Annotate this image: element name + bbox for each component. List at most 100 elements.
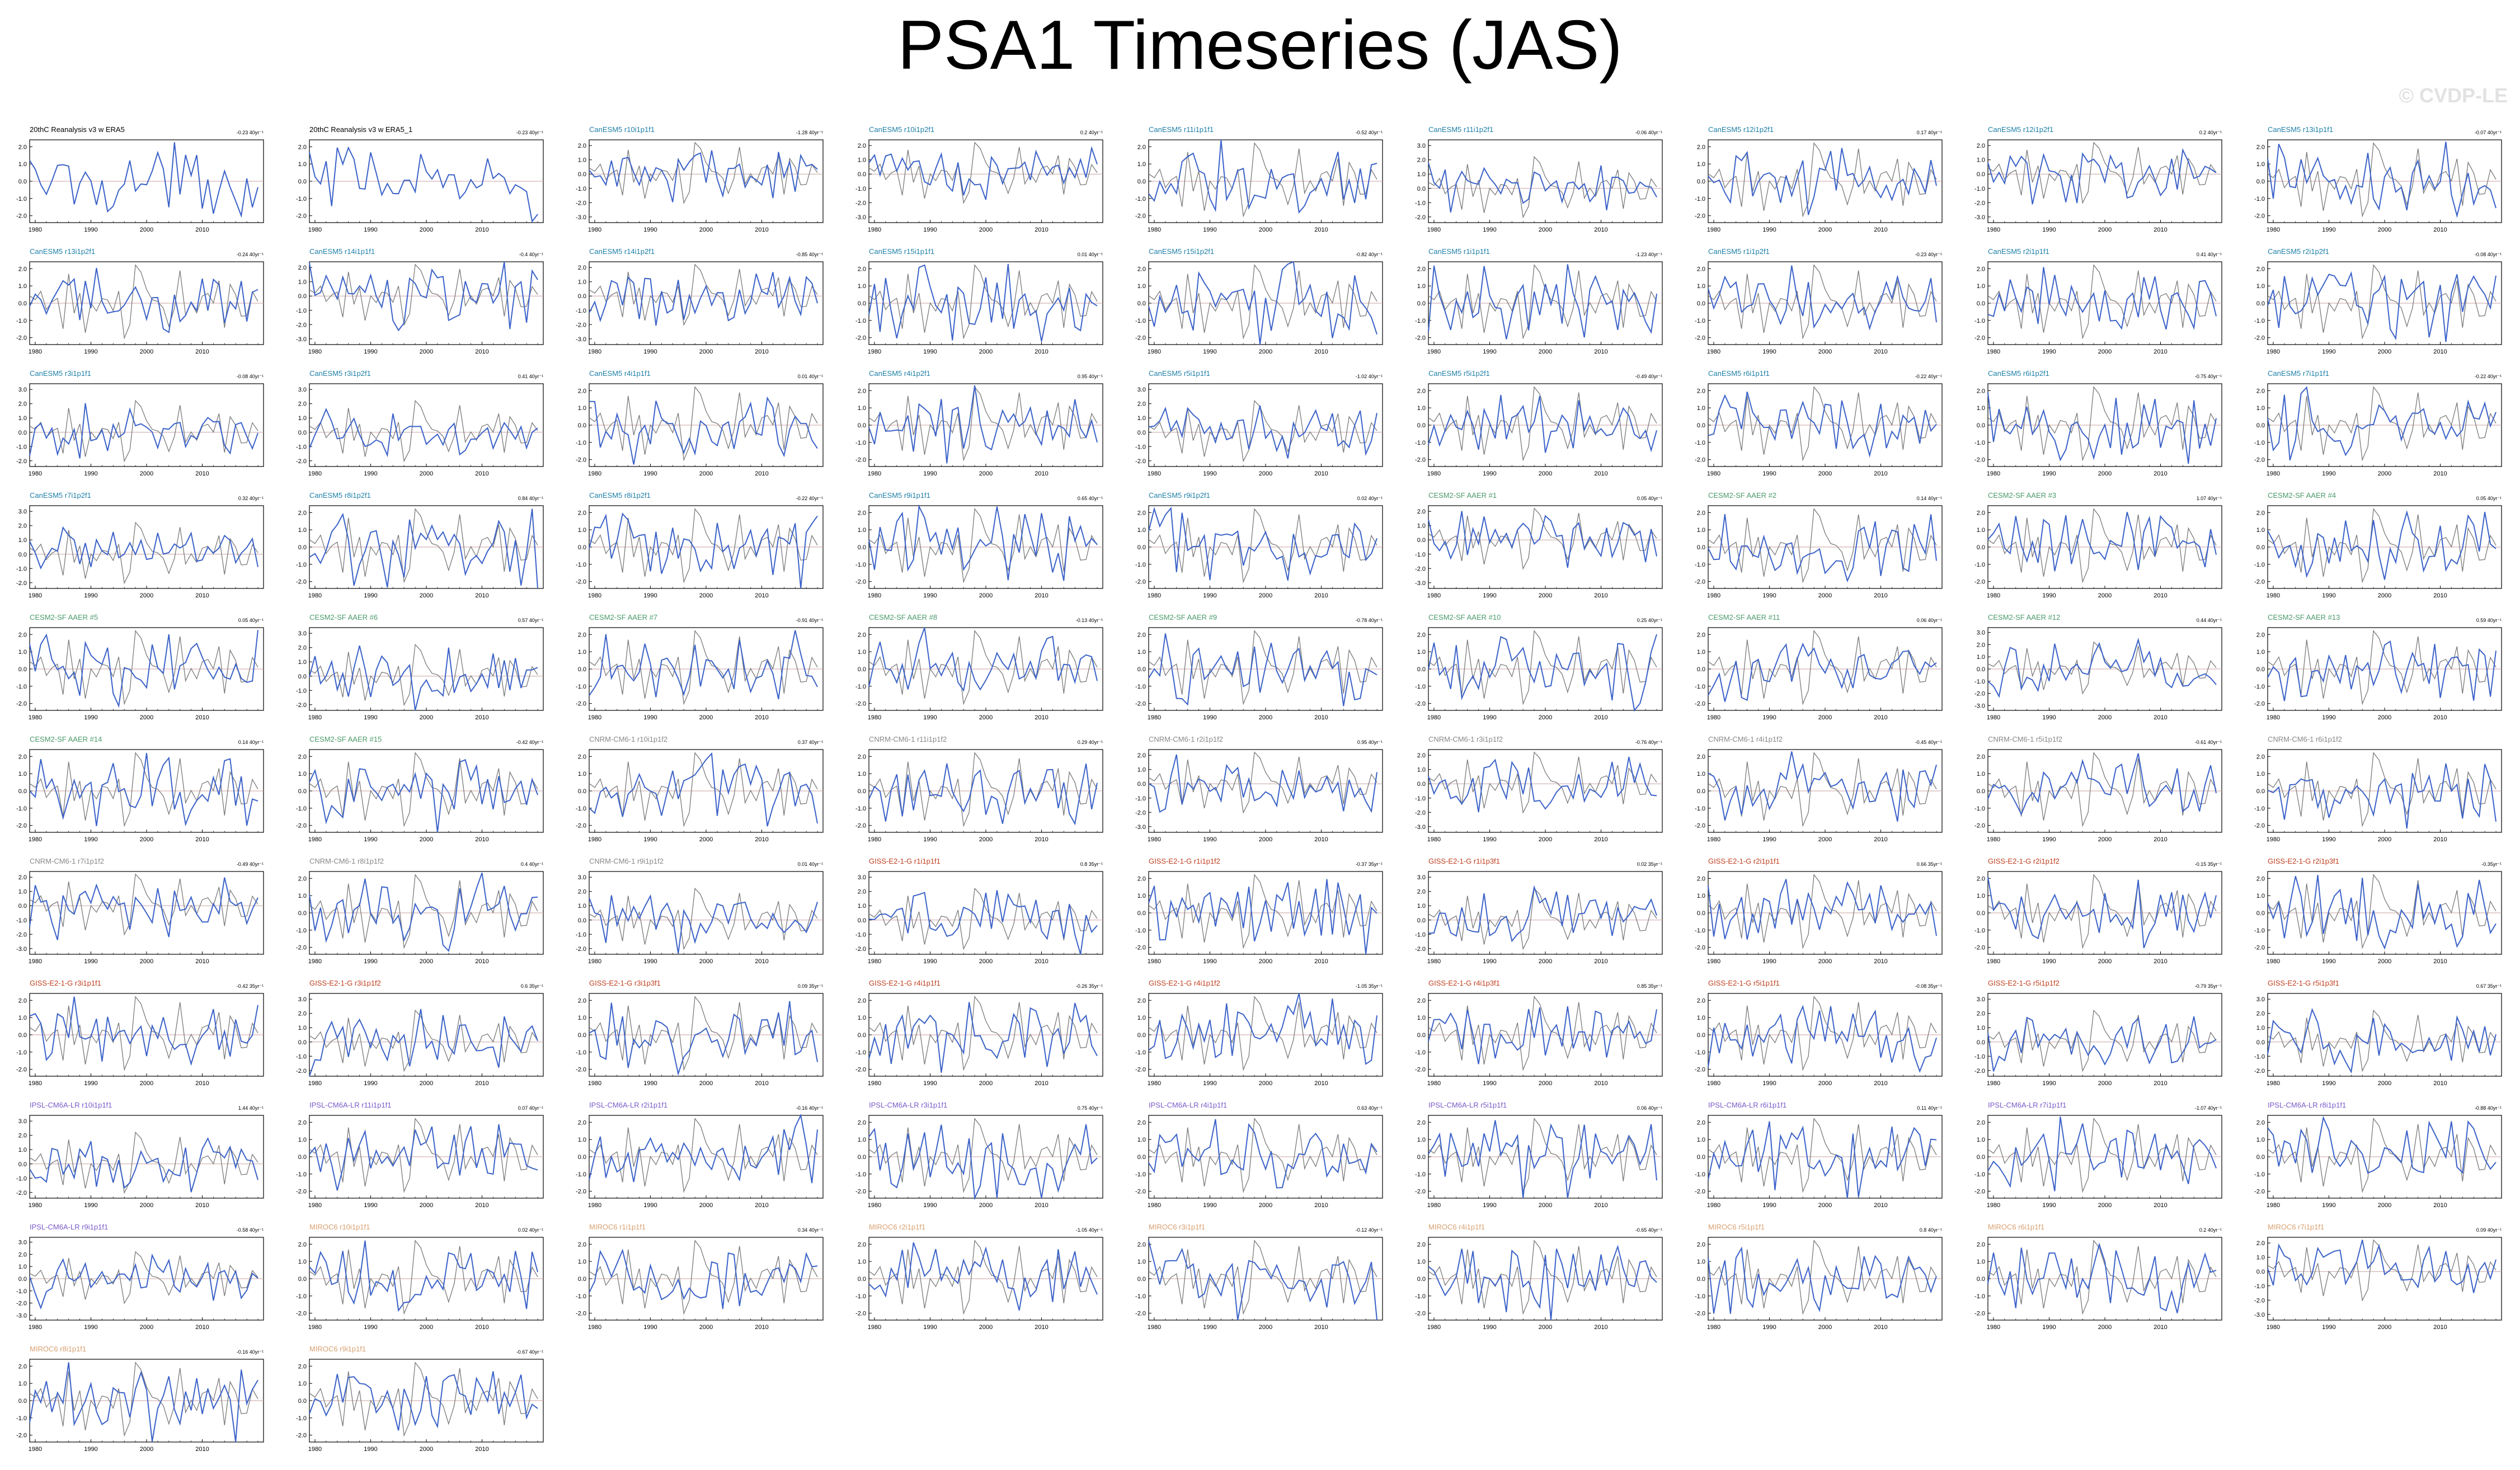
y-tick-label: 1.0 [1697,649,1705,656]
x-tick-label: 2000 [140,348,153,355]
panel-trend-label: -0.67 40yr⁻¹ [516,1349,543,1355]
y-tick-label: -2.0 [2254,701,2265,708]
y-tick-label: 2.0 [2256,1119,2265,1126]
x-tick-label: 1980 [588,470,601,477]
panel-title: GISS-E2-1-G r1i1p1f1 [869,857,941,865]
panel-title: CanESM5 r1i1p1f1 [1428,247,1490,256]
x-tick-label: 2000 [1259,592,1272,599]
y-tick-label: 3.0 [18,508,27,515]
y-tick-label: 2.0 [858,266,866,272]
x-tick-label: 2010 [1874,714,1887,721]
y-tick-label: -2.0 [1135,579,1146,586]
obs-series-line [589,386,818,461]
x-tick-label: 1990 [84,1446,97,1453]
obs-series-line [1708,874,1937,949]
obs-series-line [868,1240,1098,1315]
y-tick-label: -2.0 [2254,1068,2265,1075]
x-tick-label: 2010 [1314,714,1328,721]
obs-series-line [1428,507,1657,570]
plot-frame [309,383,544,467]
y-tick-label: -1.0 [2254,805,2265,812]
y-tick-label: -1.0 [1135,1171,1146,1178]
x-tick-label: 2010 [2154,592,2167,599]
x-tick-label: 2010 [195,470,209,477]
panel-trend-label: 0.02 40yr⁻¹ [518,1227,543,1233]
series-line [29,526,258,570]
y-tick-label: -1.0 [16,917,27,924]
obs-series-line [29,630,258,705]
y-tick-label: -2.0 [1695,945,1705,951]
y-tick-label: 1.0 [2256,893,2265,899]
x-tick-label: 1980 [1148,470,1161,477]
x-tick-label: 1980 [29,470,42,477]
plot-frame [1428,139,1663,223]
y-tick-label: -2.0 [2254,1297,2265,1304]
panel-89: MIROC6 r6i1p1f1 0.2 40yr⁻¹ 2.0 1.0 0.0 -1.0 -2… [1974,1223,2222,1331]
panel-trend-label: 0.57 40yr⁻¹ [518,618,543,623]
series-line [2267,763,2497,829]
x-tick-label: 2010 [2433,836,2447,843]
x-tick-label: 1990 [84,470,97,477]
panel-title: CESM2-SF AAER #15 [309,735,382,743]
y-tick-label: -2.0 [296,945,307,951]
panel-title: CanESM5 r14i1p1f1 [309,247,375,256]
series-line [29,1362,258,1443]
x-tick-label: 2000 [2378,592,2391,599]
x-tick-label: 2010 [1314,1324,1328,1331]
page-title: PSA1 Timeseries (JAS) [897,7,1623,84]
panel-1: 20thC Reanalysis v3 w ERA5 -0.23 40yr⁻¹ 2.… [16,125,264,233]
series-line [2267,142,2497,218]
panel-trend-label: 0.95 40yr⁻¹ [1357,739,1383,745]
x-tick-label: 2000 [1539,958,1552,965]
panel-trend-label: 0.44 40yr⁻¹ [2197,618,2222,623]
x-tick-label: 2000 [2378,227,2391,233]
x-tick-label: 1990 [643,227,657,233]
series-line [1148,139,1377,214]
obs-series-line [2267,264,2497,340]
obs-series-line [1708,264,1937,340]
y-tick-label: -2.0 [1974,579,1985,586]
x-tick-label: 2000 [979,1202,993,1209]
obs-series-line [2267,508,2497,583]
y-tick-label: 1.0 [298,1381,307,1387]
y-tick-label: 1.0 [2256,1137,2265,1143]
series-line [868,1242,1098,1311]
y-tick-label: 1.0 [1697,527,1705,534]
panel-trend-label: -0.13 40yr⁻¹ [1076,618,1103,623]
y-tick-label: 1.0 [1697,1259,1705,1265]
y-tick-label: -1.0 [576,1171,586,1178]
x-tick-label: 2000 [699,592,713,599]
y-tick-label: 2.0 [578,265,586,271]
x-tick-label: 2000 [2378,958,2391,965]
y-tick-label: -2.0 [16,1190,27,1196]
x-tick-label: 2010 [755,1080,768,1087]
obs-series-line [1708,386,1937,461]
y-tick-label: -1.0 [1415,318,1426,324]
panel-trend-label: 0.32 40yr⁻¹ [238,496,264,501]
y-tick-label: 2.0 [858,388,866,394]
x-tick-label: 1990 [2322,1202,2335,1209]
y-tick-label: 1.0 [1977,157,1985,164]
panel-10: CanESM5 r13i1p2f1 -0.24 40yr⁻¹ 2.0 1.0 0.0 -1… [16,247,264,355]
y-tick-label: 2.0 [18,997,27,1004]
panel-38: CESM2-SF AAER #6 0.57 40yr⁻¹ 3.0 2.0 1.0 0.0 -… [296,613,544,721]
y-tick-label: 1.0 [578,1259,586,1265]
x-tick-label: 1980 [2267,836,2280,843]
y-tick-label: 2.0 [2256,266,2265,272]
x-tick-label: 1980 [1987,592,2000,599]
y-tick-label: -2.0 [296,322,307,328]
obs-series-line [2267,874,2497,949]
x-tick-label: 1980 [588,348,601,355]
panel-trend-label: -0.08 40yr⁻¹ [237,374,264,379]
y-tick-label: 0.0 [18,903,27,910]
series-line [1708,879,1937,940]
panel-trend-label: -0.49 40yr⁻¹ [1635,374,1662,379]
y-tick-label: 0.0 [858,422,866,429]
panel-27: CanESM5 r7i1p1f1 -0.22 40yr⁻¹ 2.0 1.0 0.0 -1.… [2254,369,2502,477]
y-tick-label: 0.0 [1697,300,1705,307]
y-tick-label: -2.0 [1695,457,1705,464]
x-tick-label: 1980 [1707,714,1720,721]
y-tick-label: 2.0 [18,144,27,150]
x-tick-label: 2010 [475,227,488,233]
